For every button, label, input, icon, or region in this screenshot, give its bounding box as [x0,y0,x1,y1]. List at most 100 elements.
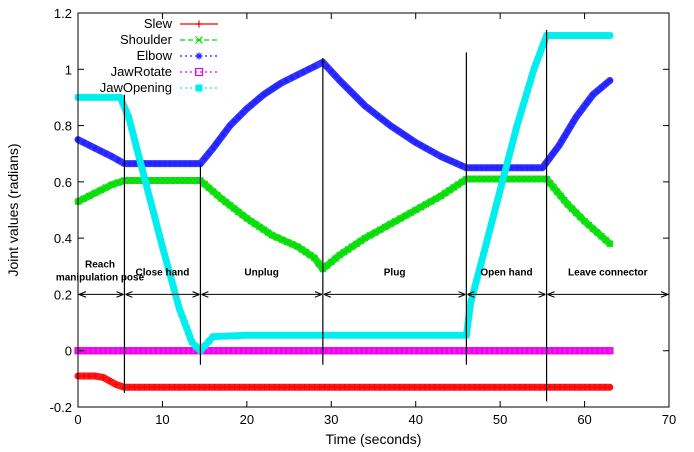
data-point [362,102,369,109]
data-point [162,253,169,260]
data-point [490,347,499,355]
data-point [490,212,497,219]
data-point [159,243,166,250]
data-point [182,160,189,167]
phase-label: Leave connector [568,267,648,278]
data-point [581,384,588,391]
data-point [331,384,338,391]
data-point [529,164,536,171]
data-point [566,384,573,391]
data-point [306,251,314,259]
data-point [493,202,500,209]
data-point [128,124,135,131]
data-point [214,347,223,355]
data-point [201,155,208,162]
data-point [536,384,543,391]
data-point [451,384,458,391]
data-point [450,347,458,355]
legend-label: Elbow [137,48,173,63]
data-point [170,284,177,291]
data-point [115,157,122,164]
data-point [514,122,521,129]
data-point [163,259,170,266]
data-point [201,343,208,350]
data-point [103,150,110,157]
data-point [274,332,281,339]
data-point [448,158,455,165]
data-point [181,177,189,184]
data-point [261,384,268,391]
data-point [114,347,122,355]
data-point [549,151,556,158]
data-point [438,153,445,160]
data-point [201,384,208,391]
data-point [211,384,218,391]
data-point [260,91,267,98]
data-point [415,347,423,355]
data-point [585,32,592,39]
data-point [341,384,348,391]
data-point [161,177,169,184]
data-point [432,150,439,157]
data-point [402,212,410,220]
data-point [480,347,489,355]
data-point [416,384,423,391]
data-point [467,299,474,306]
data-point [477,262,484,269]
data-point [476,384,483,391]
data-point [234,208,242,216]
data-point [161,384,168,391]
data-point [179,347,187,355]
data-point [556,384,563,391]
data-point [529,71,536,78]
data-point [126,384,133,391]
data-point [472,175,480,183]
data-point [485,347,494,355]
data-point [221,384,228,391]
data-point [538,175,545,183]
data-point [305,66,312,73]
data-point [408,136,415,143]
data-point [411,384,418,391]
data-point [151,213,158,220]
data-point [453,160,460,167]
data-point [556,347,564,355]
data-point [410,347,418,355]
data-point [129,129,136,136]
data-point [579,105,586,112]
data-point [96,94,103,101]
data-point [458,332,465,339]
y-tick-label: 0.2 [54,287,72,302]
data-point [216,384,223,391]
data-point [97,186,104,194]
x-tick-label: 60 [577,412,591,427]
data-point [152,218,159,225]
data-point [129,347,137,355]
data-point [80,139,87,146]
data-point [387,122,394,129]
data-point [376,384,383,391]
data-point [306,384,313,391]
data-point [356,384,363,391]
data-point [340,347,348,355]
data-point [564,128,571,135]
data-point [147,198,154,205]
data-point [176,384,183,391]
data-point [576,384,583,391]
data-point [151,160,158,167]
data-point [344,245,352,253]
data-point [422,332,429,339]
data-point [215,333,222,340]
data-point [489,217,496,224]
data-point [234,347,243,355]
data-point [570,118,577,125]
data-point [114,179,122,186]
data-point [510,137,517,144]
data-point [330,332,337,339]
data-point [224,347,233,355]
data-point [166,269,173,276]
data-point [436,384,443,391]
data-point [385,347,393,355]
data-point [126,119,133,126]
data-point [539,164,546,171]
